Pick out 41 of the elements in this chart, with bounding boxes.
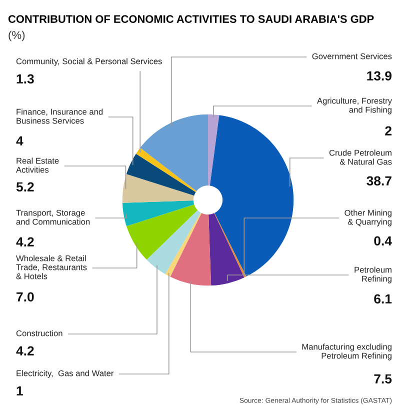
donut-slice: [210, 115, 294, 277]
slice-label: Community, Social & Personal Services: [16, 58, 162, 66]
donut-slice: [208, 114, 220, 186]
slice-label: Manufacturing excluding Petroleum Refining: [302, 344, 392, 360]
slice-label: Other Mining & Quarrying: [344, 210, 392, 226]
slice-label: Transport, Storage and Communication: [16, 210, 90, 225]
data-label: 38.7: [366, 176, 392, 186]
donut-slice: [122, 200, 194, 226]
donut-slice: [165, 212, 202, 277]
data-label: 4.2: [16, 237, 34, 246]
chart-subtitle: (%): [8, 30, 25, 42]
data-label: 7.0: [16, 292, 34, 302]
slice-label: Crude Petroleum & Natural Gas: [329, 150, 392, 165]
slice-label: Finance, Insurance and Business Services: [16, 108, 103, 124]
donut-slice: [170, 213, 212, 286]
data-label: 2: [385, 126, 392, 136]
slice-label: Petroleum Refining: [354, 266, 392, 284]
data-label: 4: [16, 136, 24, 146]
donut-slice: [146, 210, 201, 274]
slice-label: Wholesale & Retail Trade, Restaurants & Hotels: [16, 255, 87, 280]
data-label: 1: [16, 386, 23, 396]
donut-slice: [122, 174, 194, 203]
donut-slice: [136, 148, 196, 192]
data-label: 4.2: [16, 346, 34, 356]
slice-label: Electricity, Gas and Water: [16, 370, 114, 378]
slice-label: Construction: [16, 330, 62, 336]
slice-label: Real Estate Activities: [16, 158, 59, 173]
slice-label: Government Services: [312, 53, 392, 60]
data-label: 0.4: [374, 236, 392, 246]
donut-slice: [126, 204, 198, 260]
donut-slice: [214, 213, 246, 278]
slice-label: Agriculture, Forestry and Fishing: [317, 98, 392, 114]
donut-slice: [126, 154, 196, 196]
data-label: 1.3: [16, 74, 34, 84]
data-label: 6.1: [374, 294, 392, 304]
donut-slice: [208, 213, 244, 286]
data-label: 13.9: [367, 71, 392, 81]
donut-slice: [140, 114, 208, 192]
data-label: 7.5: [374, 374, 392, 384]
chart-title: CONTRIBUTION OF ECONOMIC ACTIVITIES TO SAUDI ARABIA'S GDP: [8, 15, 374, 23]
data-label: 5.2: [16, 182, 34, 192]
